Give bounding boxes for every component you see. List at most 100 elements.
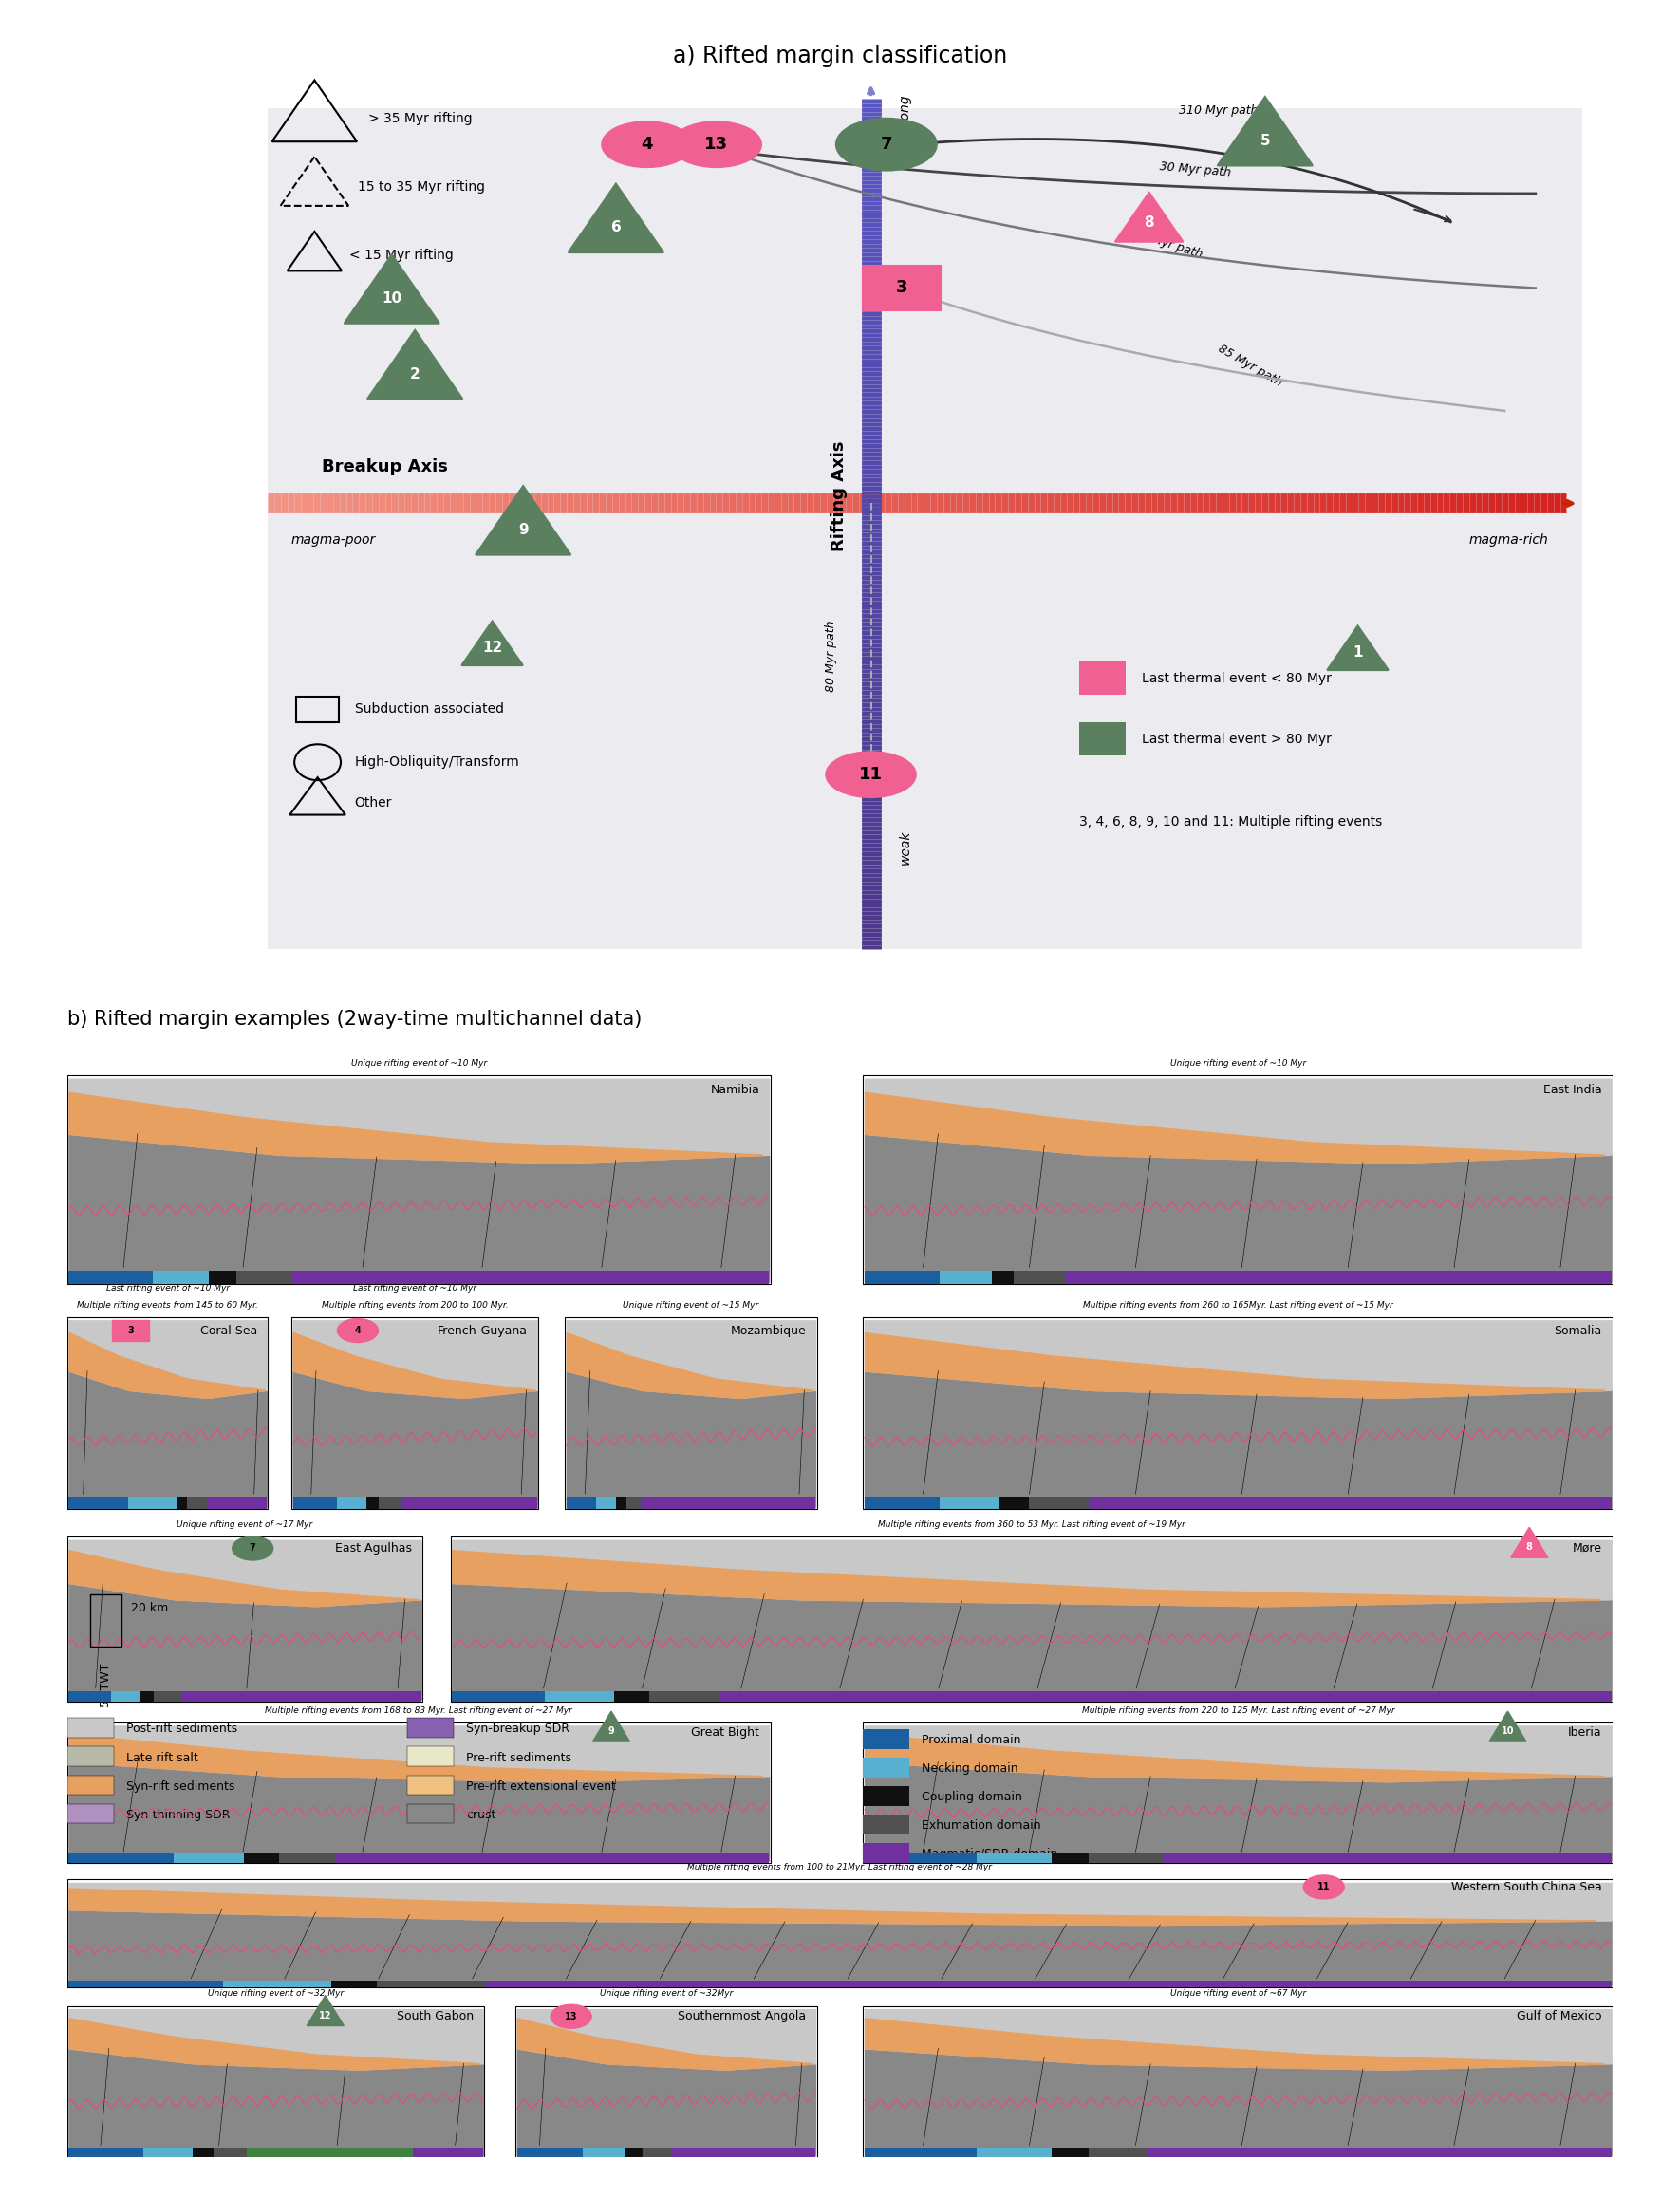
Bar <box>625 2149 642 2157</box>
Bar <box>865 1854 976 1863</box>
Bar <box>331 1979 378 1986</box>
Polygon shape <box>475 486 571 556</box>
Polygon shape <box>462 622 522 666</box>
Bar <box>976 2149 1052 2157</box>
Text: French-Guyana: French-Guyana <box>437 1325 528 1336</box>
Polygon shape <box>593 1711 630 1742</box>
Text: Syn-rift sediments: Syn-rift sediments <box>126 1780 235 1793</box>
Bar <box>69 2149 143 2157</box>
Text: 310 Myr path: 310 Myr path <box>1179 103 1258 116</box>
Text: 15 to 35 Myr rifting: 15 to 35 Myr rifting <box>358 180 486 193</box>
Bar <box>1015 1270 1067 1283</box>
Bar <box>452 1692 544 1703</box>
Text: 100 Myr path: 100 Myr path <box>1126 224 1205 261</box>
Text: Namibia: Namibia <box>711 1083 759 1096</box>
Bar <box>864 1758 909 1777</box>
Text: Unique rifting event of ~10 Myr: Unique rifting event of ~10 Myr <box>1169 1059 1305 1068</box>
Text: Late rift salt: Late rift salt <box>126 1751 198 1764</box>
Bar <box>378 1979 486 1986</box>
Text: 12: 12 <box>482 642 502 655</box>
Bar <box>516 2006 816 2157</box>
Text: 20 km: 20 km <box>131 1602 168 1615</box>
Ellipse shape <box>338 1318 378 1342</box>
Bar <box>67 1718 114 1738</box>
Bar <box>864 1729 909 1749</box>
Text: Last rifting event of ~10 Myr: Last rifting event of ~10 Myr <box>106 1285 230 1292</box>
Text: strong: strong <box>899 94 912 136</box>
Bar <box>69 1270 153 1283</box>
Bar <box>864 2006 1613 2157</box>
Bar <box>407 1747 454 1766</box>
Text: Rifting Axis: Rifting Axis <box>830 442 848 551</box>
Bar <box>237 1270 292 1283</box>
Bar <box>566 1496 596 1509</box>
Bar <box>91 1595 121 1648</box>
Text: weak: weak <box>899 830 912 863</box>
Bar <box>864 1815 909 1834</box>
Bar <box>1149 2149 1611 2157</box>
Bar <box>615 1692 648 1703</box>
Text: Western South China Sea: Western South China Sea <box>1452 1881 1603 1894</box>
Bar <box>865 1496 939 1509</box>
Polygon shape <box>1116 193 1183 242</box>
Text: Unique rifting event of ~17 Myr: Unique rifting event of ~17 Myr <box>176 1520 312 1529</box>
Text: 11: 11 <box>858 767 882 782</box>
Bar <box>113 1320 150 1340</box>
Bar <box>139 1692 153 1703</box>
Bar <box>648 1692 719 1703</box>
Text: Other: Other <box>354 795 391 808</box>
Bar <box>407 1718 454 1738</box>
Bar <box>1000 1496 1028 1509</box>
Text: Multiple rifting events from 220 to 125 Myr. Last rifting event of ~27 Myr: Multiple rifting events from 220 to 125 … <box>1082 1707 1394 1714</box>
Bar <box>1067 1270 1611 1283</box>
Text: 10: 10 <box>1502 1727 1514 1736</box>
Bar <box>413 2149 482 2157</box>
Bar <box>864 1843 909 1863</box>
Bar <box>67 1804 114 1824</box>
Bar <box>279 1854 334 1863</box>
Bar <box>1052 2149 1089 2157</box>
Text: South Gabon: South Gabon <box>396 2010 474 2023</box>
Text: Pre-rift sediments: Pre-rift sediments <box>465 1751 571 1764</box>
Text: 3: 3 <box>128 1325 134 1336</box>
Text: Unique rifting event of ~67 Myr: Unique rifting event of ~67 Myr <box>1169 1990 1305 1999</box>
Bar <box>247 2149 413 2157</box>
Polygon shape <box>568 185 664 253</box>
Text: 7: 7 <box>249 1544 255 1553</box>
Text: 3: 3 <box>895 279 907 297</box>
Bar <box>864 1074 1613 1283</box>
Text: Coupling domain: Coupling domain <box>922 1791 1023 1804</box>
Bar <box>336 1496 366 1509</box>
Bar <box>642 1496 815 1509</box>
Bar <box>596 1496 617 1509</box>
Bar <box>486 1979 1611 1986</box>
Text: Last thermal event < 80 Myr: Last thermal event < 80 Myr <box>1141 672 1331 685</box>
Text: Last thermal event > 80 Myr: Last thermal event > 80 Myr <box>1141 734 1331 747</box>
Text: Great Bight: Great Bight <box>692 1727 759 1738</box>
Bar <box>291 1318 539 1509</box>
Bar <box>976 1854 1052 1863</box>
Text: b) Rifted margin examples (2way-time multichannel data): b) Rifted margin examples (2way-time mul… <box>67 1011 642 1028</box>
Bar <box>864 1786 909 1806</box>
Text: 9: 9 <box>608 1727 615 1736</box>
Text: < 15 Myr rifting: < 15 Myr rifting <box>349 248 454 261</box>
Text: 2: 2 <box>410 367 420 380</box>
Ellipse shape <box>827 751 916 798</box>
Text: Syn-thinning SDR: Syn-thinning SDR <box>126 1808 230 1821</box>
Polygon shape <box>1488 1711 1525 1742</box>
Bar <box>403 1496 538 1509</box>
Text: 85 Myr path: 85 Myr path <box>1215 343 1284 389</box>
Text: East India: East India <box>1544 1083 1603 1096</box>
Bar <box>334 1854 769 1863</box>
Text: 5 sTWT: 5 sTWT <box>99 1663 113 1707</box>
Bar <box>178 1496 188 1509</box>
Bar <box>1089 1496 1611 1509</box>
Text: Møre: Møre <box>1572 1542 1603 1555</box>
Polygon shape <box>344 255 440 323</box>
Bar <box>296 696 339 723</box>
Bar <box>672 2149 815 2157</box>
Text: 6: 6 <box>612 220 622 235</box>
Text: Unique rifting event of ~10 Myr: Unique rifting event of ~10 Myr <box>351 1059 487 1068</box>
Text: Last rifting event of ~10 Myr: Last rifting event of ~10 Myr <box>353 1285 477 1292</box>
Bar <box>153 1692 181 1703</box>
